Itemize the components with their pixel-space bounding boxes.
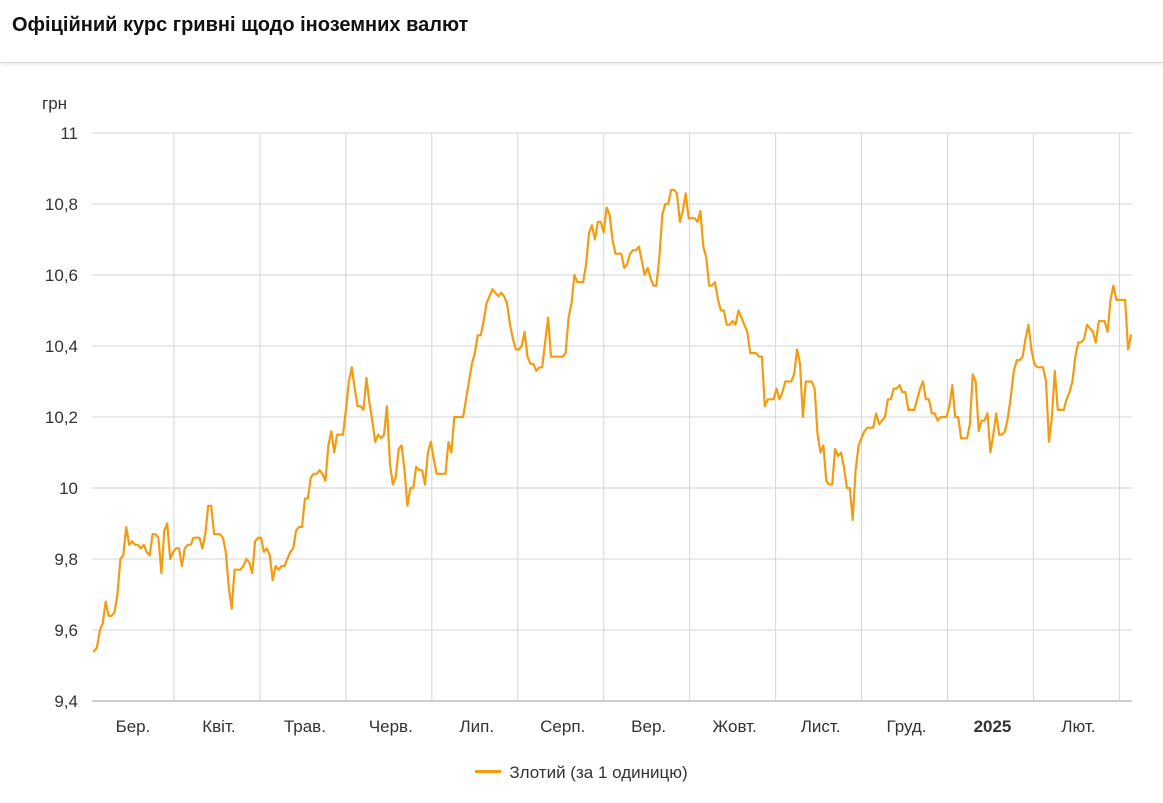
x-tick-label: Черв. (369, 717, 413, 736)
y-tick-label: 10,6 (45, 266, 78, 285)
y-tick-label: 10,4 (45, 337, 78, 356)
chart-title: Офіційний курс гривні щодо іноземних вал… (12, 14, 469, 36)
x-tick-label: Лют. (1061, 717, 1095, 736)
x-tick-label: Квіт. (202, 717, 235, 736)
axis-ticks: 11 10,8 10,6 10,4 10,2 10 9,8 9,6 9,4 грн Бер. Квіт… (42, 94, 1096, 736)
x-tick-label: 2025 (974, 717, 1012, 736)
x-tick-label: Лист. (801, 717, 841, 736)
x-tick-label: Трав. (284, 717, 326, 736)
legend-swatch-icon (475, 770, 502, 774)
y-tick-label: 10,8 (45, 195, 78, 214)
grid-lines (92, 132, 1132, 702)
y-tick-label: 10 (59, 479, 78, 498)
x-tick-label: Груд. (886, 717, 926, 736)
legend-label: Злотий (за 1 одиницю) (509, 763, 688, 782)
y-axis-label: грн (42, 94, 67, 113)
y-tick-label: 11 (60, 124, 78, 143)
y-tick-label: 9,4 (54, 692, 78, 711)
chart-header: Офіційний курс гривні щодо іноземних вал… (0, 0, 1163, 63)
x-tick-label: Бер. (116, 717, 151, 736)
legend: Злотий (за 1 одиницю) (0, 763, 1163, 783)
x-tick-label: Вер. (631, 717, 666, 736)
y-tick-label: 10,2 (45, 408, 78, 427)
y-tick-label: 9,6 (54, 621, 78, 640)
x-tick-label: Жовт. (713, 717, 757, 736)
series-line (92, 188, 1133, 653)
x-tick-label: Серп. (540, 717, 585, 736)
y-tick-label: 9,8 (54, 550, 78, 569)
series-lines (92, 188, 1133, 653)
x-tick-label: Лип. (459, 717, 494, 736)
